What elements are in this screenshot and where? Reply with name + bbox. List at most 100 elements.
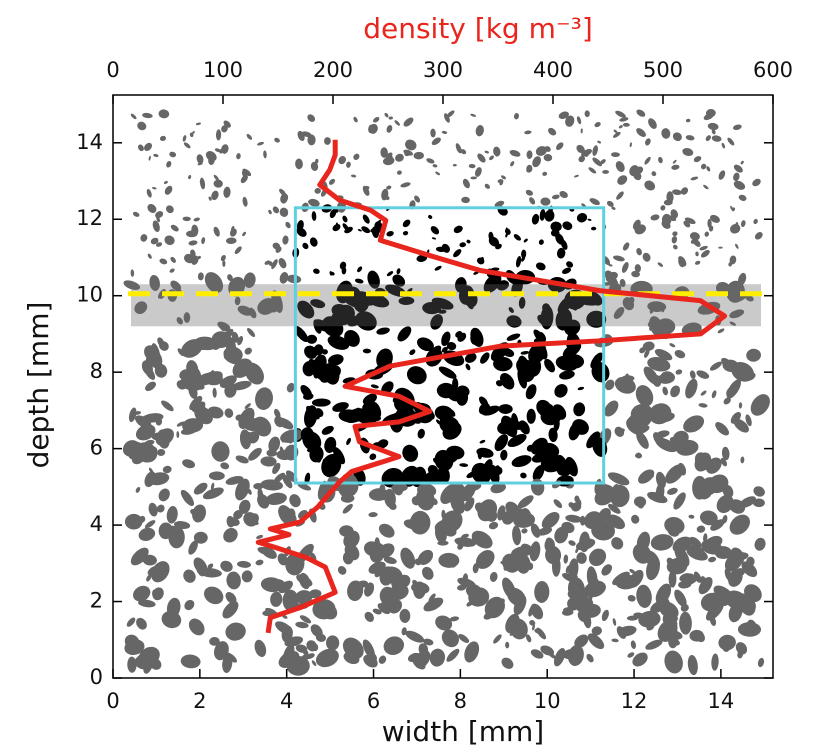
pore: [313, 319, 331, 332]
pore: [682, 573, 695, 585]
pore: [221, 125, 228, 133]
pore: [739, 595, 756, 616]
pore: [511, 455, 532, 468]
pore: [369, 123, 378, 134]
pore: [279, 188, 286, 196]
pore: [193, 482, 208, 495]
pore: [296, 227, 307, 237]
pore: [555, 233, 565, 245]
pore: [557, 296, 573, 314]
pore: [559, 191, 568, 199]
pore: [438, 552, 460, 568]
x-tick-label: 0: [106, 689, 119, 713]
pore: [337, 566, 347, 575]
pore: [134, 442, 158, 463]
pore: [703, 184, 709, 190]
pore: [400, 547, 416, 569]
pore: [166, 506, 178, 524]
pore: [584, 110, 590, 118]
pore: [386, 125, 393, 133]
pore: [645, 639, 663, 650]
pore: [501, 510, 515, 525]
pore: [436, 382, 456, 399]
pore: [354, 278, 364, 284]
y-tick-label: 12: [76, 206, 103, 230]
pore: [307, 134, 316, 146]
pore: [397, 326, 412, 342]
pore: [502, 348, 515, 358]
pore: [244, 362, 264, 385]
pore: [237, 305, 253, 316]
pore: [248, 307, 257, 319]
pore: [483, 273, 502, 293]
pore: [633, 496, 647, 508]
pore: [378, 655, 387, 664]
pore: [471, 530, 493, 549]
pore: [535, 146, 547, 156]
pore: [685, 118, 691, 123]
pore: [479, 439, 486, 444]
pore: [386, 185, 392, 190]
pore: [184, 253, 195, 264]
y-tick-label: 0: [90, 665, 103, 689]
pore: [559, 370, 575, 380]
pore: [708, 556, 717, 563]
pore: [699, 576, 706, 583]
pore: [146, 574, 152, 582]
pore: [642, 341, 655, 351]
pore: [437, 540, 449, 546]
pore: [738, 402, 743, 409]
pore: [455, 143, 462, 154]
pore: [234, 296, 241, 306]
pore: [565, 456, 578, 477]
pore: [386, 271, 394, 277]
pore: [179, 369, 191, 380]
pore: [515, 255, 522, 268]
pore: [650, 214, 660, 221]
pore: [733, 172, 740, 182]
pore: [220, 254, 226, 262]
pore: [706, 457, 722, 474]
pore: [405, 139, 417, 151]
x-tick-label: 14: [708, 689, 735, 713]
pore: [464, 497, 475, 512]
pore: [501, 175, 506, 180]
pore: [285, 552, 305, 576]
pore: [307, 199, 313, 204]
pore: [612, 131, 621, 138]
pore: [416, 257, 422, 261]
pore: [202, 487, 224, 500]
pore: [544, 538, 555, 553]
pore: [529, 620, 536, 626]
pore: [554, 384, 568, 398]
pore: [533, 329, 546, 344]
pore: [539, 332, 547, 342]
pore: [430, 497, 438, 506]
pore: [716, 494, 734, 514]
pore: [242, 168, 252, 177]
pore: [470, 176, 478, 180]
pore: [510, 413, 519, 432]
pore: [409, 349, 416, 355]
pore: [707, 122, 719, 131]
pore: [322, 458, 330, 465]
x-tick-label: 2: [193, 689, 206, 713]
pore: [563, 554, 569, 564]
pore: [144, 345, 160, 362]
pore: [611, 638, 619, 643]
pore: [361, 226, 371, 234]
pore: [506, 333, 521, 341]
pore: [155, 417, 163, 426]
pore: [699, 245, 708, 251]
pore: [494, 200, 505, 208]
pore: [687, 654, 698, 676]
pore: [183, 312, 191, 323]
pore: [721, 446, 730, 461]
pore: [282, 235, 289, 245]
pore: [247, 488, 252, 495]
pore: [444, 113, 450, 123]
pore: [614, 496, 625, 507]
pore: [257, 298, 277, 315]
pore: [225, 592, 237, 604]
pore: [739, 496, 757, 508]
